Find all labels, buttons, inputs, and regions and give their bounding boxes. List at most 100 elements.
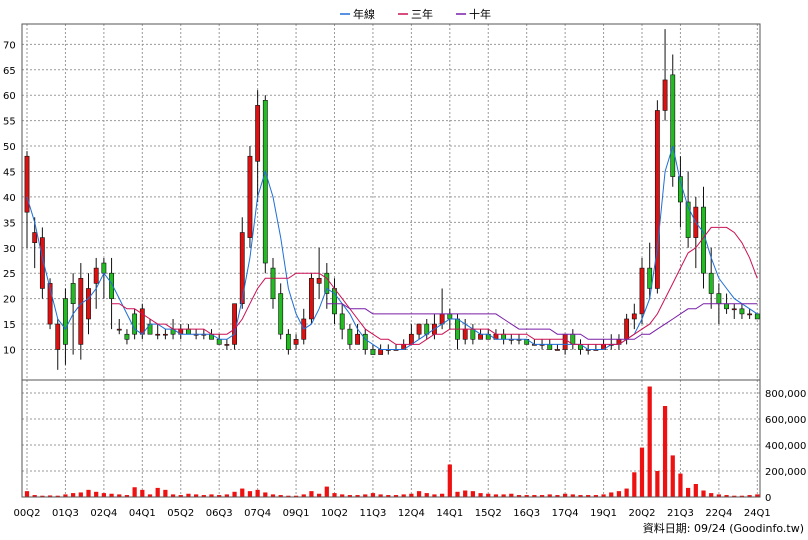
x-tick-label: 21Q3 — [667, 508, 694, 519]
volume-bar — [255, 489, 260, 497]
volume-bar — [101, 493, 106, 497]
volume-bar — [78, 492, 83, 497]
candle-body — [478, 333, 483, 340]
candle-body — [670, 74, 676, 177]
volume-grid — [22, 392, 760, 472]
candle-body — [662, 79, 668, 111]
candle-body — [716, 293, 722, 305]
volume-bar — [293, 495, 299, 497]
volume-bar — [455, 491, 460, 497]
volume-bar — [424, 493, 429, 497]
candle-body — [239, 232, 245, 305]
volume-bar — [478, 493, 483, 497]
volume-bar — [724, 495, 729, 497]
volume-bar — [747, 495, 752, 497]
volume-bar — [701, 490, 706, 497]
ma-3yr-line — [111, 226, 758, 345]
volume-bar — [117, 494, 122, 497]
x-tick-label: 11Q3 — [359, 508, 386, 519]
volume-bar — [709, 493, 714, 497]
volume-tick-label: 200,000 — [765, 467, 806, 478]
plot-frame — [21, 23, 761, 498]
x-tick-label: 02Q4 — [90, 508, 117, 519]
volume-bar — [486, 493, 491, 497]
volume-bar — [86, 489, 91, 497]
volume-bar — [186, 493, 191, 497]
volume-bar — [655, 471, 660, 497]
volume-bar — [209, 494, 214, 497]
candle-body — [731, 308, 737, 311]
candle-body — [739, 308, 745, 315]
price-tick-label: 60 — [3, 91, 16, 102]
volume-bar — [401, 494, 406, 497]
volume-bar — [263, 492, 268, 497]
volume-bar — [340, 494, 345, 497]
moving-averages — [26, 145, 758, 350]
candle-body — [270, 267, 276, 299]
ma-year-line — [26, 145, 758, 350]
volume-bar — [516, 495, 522, 497]
volume-bar — [32, 495, 37, 497]
legend: 年線 三年 十年 — [340, 7, 491, 21]
volume-bar — [586, 495, 591, 497]
volume-bar — [463, 490, 468, 497]
volume-bar — [317, 493, 322, 497]
volume-bar — [493, 494, 499, 497]
volume-bar — [578, 495, 583, 497]
volume-bar — [71, 493, 76, 497]
candle-body — [339, 313, 345, 330]
volume-bar — [63, 494, 68, 497]
volume-bar — [278, 495, 283, 497]
price-tick-label: 20 — [3, 295, 16, 306]
volume-bar — [524, 495, 529, 497]
volume-bar — [732, 495, 737, 497]
candle-body — [186, 328, 191, 335]
volume-bar — [140, 489, 145, 497]
candle-body — [285, 333, 291, 350]
volume-bar — [739, 495, 745, 497]
volume-bar — [201, 495, 206, 497]
candle-body — [355, 333, 360, 345]
price-tick-label: 70 — [3, 40, 16, 51]
candle-body — [101, 262, 107, 274]
volume-bar — [593, 495, 598, 497]
volume-bar — [555, 495, 560, 497]
volume-bar — [470, 491, 475, 497]
volume-bar — [378, 494, 383, 497]
volume-bar — [124, 495, 130, 497]
x-tick-label: 01Q3 — [52, 508, 79, 519]
volume-tick-label: 400,000 — [765, 441, 806, 452]
candle-body — [132, 313, 138, 335]
volume-bar — [570, 494, 575, 497]
volume-bar — [332, 493, 337, 497]
ma-10yr-line — [326, 303, 758, 340]
candle-body — [639, 267, 645, 315]
volume-bar — [355, 495, 360, 497]
candle-body — [316, 277, 322, 284]
volume-bar — [370, 493, 376, 497]
volume-bar — [416, 491, 422, 497]
x-tick-label: 14Q1 — [436, 508, 463, 519]
candle-body — [255, 105, 261, 162]
candle-body — [631, 313, 637, 320]
volume-bar — [109, 493, 114, 497]
candle-body — [55, 323, 61, 350]
candle-body — [708, 272, 714, 294]
volume-bar — [393, 495, 399, 497]
legend-label-0: 年線 — [353, 7, 375, 21]
x-tick-label: 10Q2 — [321, 508, 348, 519]
candle-body — [109, 272, 114, 299]
candle-body — [232, 303, 237, 345]
candle-body — [309, 277, 314, 320]
volume-bar — [224, 494, 229, 497]
volume-bar — [616, 491, 622, 497]
volume-bar — [563, 493, 568, 497]
candle-body — [747, 313, 753, 316]
candle-body — [724, 303, 729, 310]
volume-bar — [624, 488, 629, 497]
price-tick-label: 30 — [3, 244, 16, 255]
volume-bar — [440, 493, 445, 497]
axes: 10 15 20 25 30 35 40 45 50 55 60 65 70 0 200,000 400,00… — [3, 23, 806, 519]
volume-bar — [686, 487, 691, 497]
candle-body — [501, 333, 507, 340]
